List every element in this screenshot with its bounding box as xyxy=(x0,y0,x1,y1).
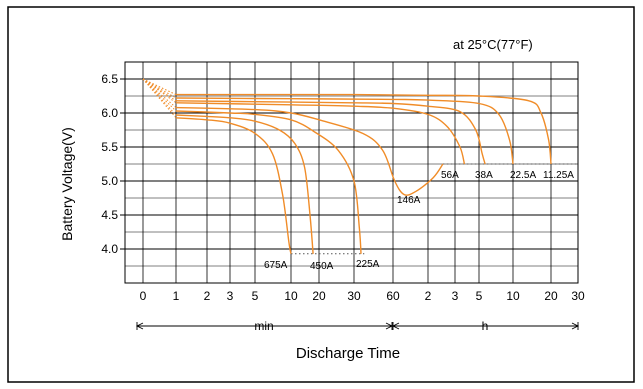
discharge-curves xyxy=(142,78,578,255)
y-tick-label: 6.5 xyxy=(101,72,118,86)
discharge-curve-22.5A xyxy=(175,97,514,165)
curve-labels: 675A 450A 225A 146A 56A 38A 22.5A 11.25A xyxy=(264,170,574,272)
curve-start-dotted xyxy=(142,78,177,99)
discharge-curve-38A xyxy=(175,100,486,165)
y-tick-label: 5.0 xyxy=(101,174,118,188)
minutes-unit-label: min xyxy=(254,319,273,333)
unit-arrow xyxy=(135,322,144,330)
axis-ticks: 6.5 6.0 5.5 5.0 4.5 4.0 0 1 2 3 5 10 20 30 60 2 3 5 10 20 30 xyxy=(101,72,585,303)
plot-frame xyxy=(124,61,579,284)
series-label: 146A xyxy=(397,195,421,206)
curve-start-dotted xyxy=(142,78,177,102)
x-tick-label: 5 xyxy=(476,289,483,303)
hours-unit-label: h xyxy=(482,319,489,333)
curve-start-dotted xyxy=(142,78,177,104)
x-tick-label: 10 xyxy=(284,289,298,303)
y-tick-label: 6.0 xyxy=(101,106,118,120)
x-tick-label: 30 xyxy=(347,289,361,303)
discharge-curve-146A xyxy=(175,106,444,196)
x-tick-label: 2 xyxy=(204,289,211,303)
x-tick-label: 3 xyxy=(452,289,459,303)
series-label: 11.25A xyxy=(543,170,574,181)
discharge-curve-56A xyxy=(175,102,466,165)
x-tick-label: 10 xyxy=(506,289,520,303)
discharge-curve-11.25A xyxy=(175,93,552,165)
x-tick-label: 0 xyxy=(140,289,147,303)
y-tick-label: 4.0 xyxy=(101,242,118,256)
chart-grid xyxy=(124,61,579,284)
unit-arrow xyxy=(571,322,580,330)
series-label: 38A xyxy=(475,170,493,181)
y-tick-label: 4.5 xyxy=(101,208,118,222)
curve-start-dotted xyxy=(142,78,177,108)
discharge-curve-225A xyxy=(175,110,362,254)
y-axis-label: Battery Voltage(V) xyxy=(59,127,75,241)
x-tick-label: 3 xyxy=(227,289,234,303)
series-label: 56A xyxy=(441,170,459,181)
y-tick-label: 5.5 xyxy=(101,140,118,154)
temperature-annotation: at 25°C(77°F) xyxy=(453,37,533,52)
series-label: 225A xyxy=(356,259,380,270)
unit-arrow xyxy=(391,322,400,330)
discharge-curve-675A xyxy=(175,117,292,254)
time-unit-brackets: min h xyxy=(135,319,580,333)
curve-start-dotted xyxy=(142,78,177,96)
series-label: 675A xyxy=(264,260,288,271)
x-axis-label: Discharge Time xyxy=(296,345,400,362)
series-label: 22.5A xyxy=(510,170,536,181)
figure-border xyxy=(7,6,635,383)
x-tick-label: 20 xyxy=(312,289,326,303)
x-tick-label: 1 xyxy=(173,289,180,303)
x-tick-label: 2 xyxy=(425,289,432,303)
x-tick-label: 5 xyxy=(252,289,259,303)
x-tick-label: 20 xyxy=(544,289,558,303)
discharge-curve-450A xyxy=(175,114,314,254)
x-tick-label: 60 xyxy=(386,289,400,303)
series-label: 450A xyxy=(310,261,334,272)
x-tick-label: 30 xyxy=(571,289,585,303)
